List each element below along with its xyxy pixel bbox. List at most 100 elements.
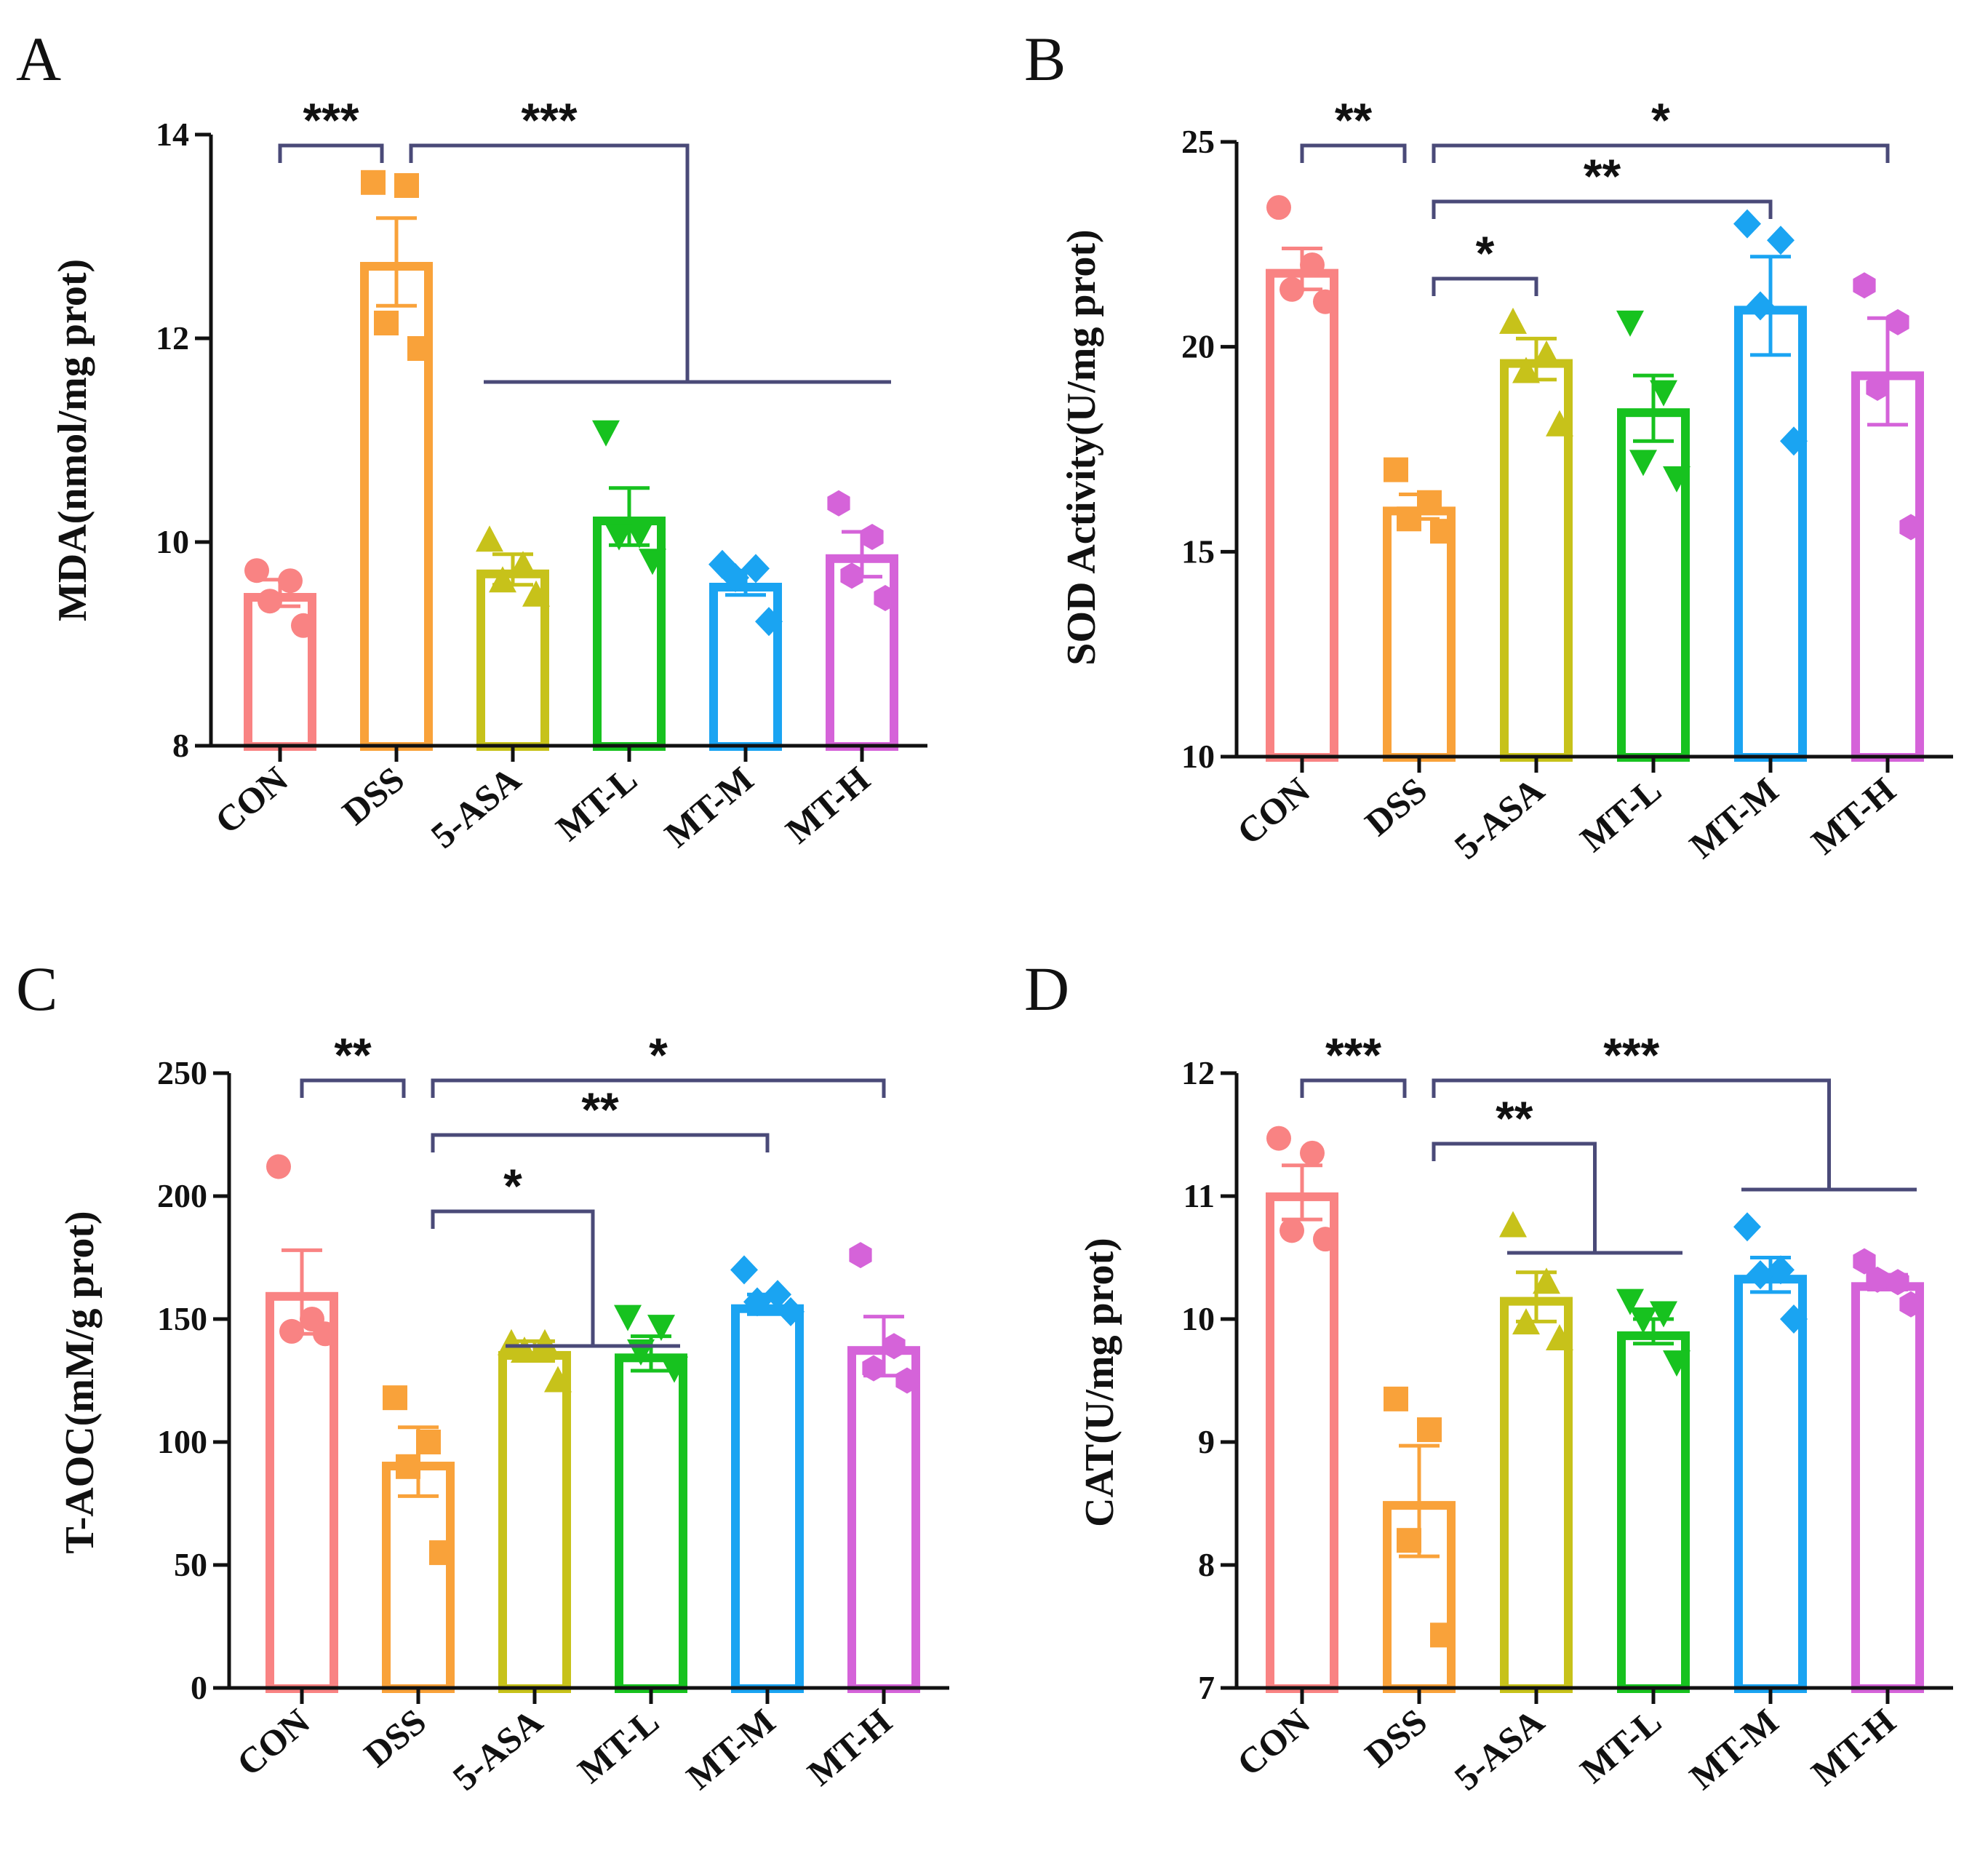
data-point-mt-h — [1866, 375, 1889, 401]
data-point-5-asa — [531, 1329, 559, 1355]
y-tick-label: 12 — [156, 319, 189, 357]
data-point-dss — [383, 1385, 407, 1411]
bar-con — [1266, 1192, 1338, 1694]
data-point-dss — [1384, 1386, 1408, 1411]
panel-letter-d: D — [1024, 954, 1069, 1024]
data-point-5-asa — [1546, 410, 1573, 437]
data-point-mt-m — [730, 1255, 758, 1285]
data-point-5-asa — [1546, 1324, 1573, 1351]
significance-label: *** — [521, 93, 577, 147]
x-tick-label: MT-M — [657, 759, 761, 856]
significance-bracket: *** — [409, 93, 891, 384]
bar-dss — [1383, 506, 1456, 762]
significance-label: ** — [1496, 1091, 1533, 1145]
axes — [1221, 1071, 1953, 1690]
data-point-dss — [416, 1430, 441, 1454]
x-tick-label: MT-M — [679, 1701, 783, 1798]
data-point-mt-h — [1853, 272, 1876, 299]
data-point-mt-l — [1629, 1307, 1657, 1334]
x-tick-label: MT-H — [778, 758, 877, 851]
bar-group-mt-m — [1733, 1212, 1808, 1694]
bar-dss — [382, 1462, 455, 1694]
data-point-con — [1300, 1140, 1325, 1166]
data-point-mt-m — [755, 607, 783, 637]
data-point-con — [1300, 252, 1325, 277]
bar-mt-m — [1734, 1275, 1807, 1694]
bar-group-5-asa — [498, 1329, 572, 1693]
bar-group-5-asa — [1499, 1211, 1573, 1693]
data-point-5-asa — [1499, 307, 1527, 334]
x-tick-label: MT-L — [570, 1701, 666, 1791]
data-point-mt-l — [614, 1305, 642, 1331]
y-tick-label: 0 — [191, 1669, 207, 1706]
panel-letter-c: C — [16, 954, 57, 1024]
bar-mt-h — [1851, 371, 1924, 762]
data-point-dss — [396, 1454, 420, 1479]
bar-group-mt-l — [1616, 1289, 1690, 1694]
data-point-mt-m — [1767, 1255, 1795, 1285]
panel-b: B 10 15 20 25 CON DSS 5-ASA MT-L MT-M MT-H SOD Act… — [1024, 24, 1953, 867]
data-point-con — [1280, 1218, 1304, 1243]
x-tick-label: DSS — [356, 1701, 434, 1775]
x-tick-label: MT-H — [1803, 769, 1903, 861]
significance-label: ** — [334, 1028, 372, 1082]
significance-bracket: *** — [1300, 1028, 1407, 1098]
x-tick-label: CON — [229, 1701, 317, 1784]
x-tick-label: 5-ASA — [1447, 1701, 1552, 1799]
panel-a: A 8 10 12 14 CON DSS 5-ASA MT-L MT-M MT-H MDA(nmol… — [16, 24, 927, 856]
significance-label: * — [1476, 226, 1495, 280]
x-tick-label: DSS — [1357, 1701, 1434, 1775]
panel-letter-b: B — [1024, 24, 1066, 94]
y-tick-label: 14 — [156, 116, 189, 153]
axes — [195, 132, 927, 748]
y-axis-title: T-AOC(mM/g prot) — [57, 1211, 103, 1553]
y-tick-label: 10 — [1181, 1300, 1215, 1337]
significance-bracket: ** — [1300, 93, 1407, 163]
data-point-con — [1313, 289, 1338, 314]
data-point-dss — [1397, 506, 1421, 532]
x-tick-label: 5-ASA — [1447, 770, 1552, 867]
x-tick-label: MT-M — [1682, 770, 1786, 867]
bar-group-con — [244, 558, 316, 751]
bar-con — [266, 1291, 338, 1693]
bar-mt-m — [731, 1304, 804, 1693]
data-point-mt-l — [660, 1356, 688, 1383]
x-tick-label: 5-ASA — [445, 1701, 551, 1799]
significance-bracket: * — [431, 1028, 886, 1098]
axes — [1221, 140, 1953, 759]
y-tick-label: 10 — [1181, 738, 1215, 775]
bar-5-asa — [1500, 1297, 1573, 1693]
bar-group-mt-m — [708, 549, 783, 751]
bar-group-5-asa — [1499, 307, 1573, 762]
y-tick-label: 200 — [157, 1177, 207, 1214]
data-point-mt-h — [827, 490, 850, 517]
data-point-dss — [429, 1540, 454, 1566]
bar-5-asa — [498, 1350, 571, 1693]
data-point-mt-l — [1663, 466, 1690, 493]
data-point-5-asa — [1533, 340, 1560, 367]
bar-group-con — [1266, 1126, 1338, 1694]
bar-group-mt-l — [1616, 310, 1690, 762]
bar-group-dss — [360, 170, 433, 751]
x-tick-label: MT-H — [799, 1700, 899, 1793]
panel-letter-a: A — [16, 24, 61, 94]
data-point-mt-h — [1886, 1269, 1909, 1296]
significance-bracket: ** — [1432, 1091, 1682, 1255]
data-point-mt-l — [1616, 1289, 1644, 1315]
y-tick-label: 7 — [1198, 1669, 1215, 1706]
data-point-dss — [1417, 1417, 1442, 1443]
significance-label: * — [649, 1028, 668, 1082]
data-point-mt-h — [874, 585, 897, 611]
data-point-dss — [1430, 1622, 1455, 1648]
x-tick-label: MT-L — [1573, 1701, 1669, 1791]
data-point-con — [258, 589, 282, 614]
data-point-mt-m — [1733, 1212, 1761, 1242]
significance-bracket: *** — [1432, 1028, 1917, 1192]
data-point-mt-l — [626, 522, 653, 549]
bar-group-dss — [1383, 457, 1456, 762]
data-point-dss — [374, 311, 399, 335]
data-point-mt-l — [1629, 450, 1657, 477]
significance-bracket: ** — [300, 1028, 406, 1098]
data-point-con — [244, 558, 269, 583]
bar-group-mt-h — [1851, 1248, 1924, 1694]
